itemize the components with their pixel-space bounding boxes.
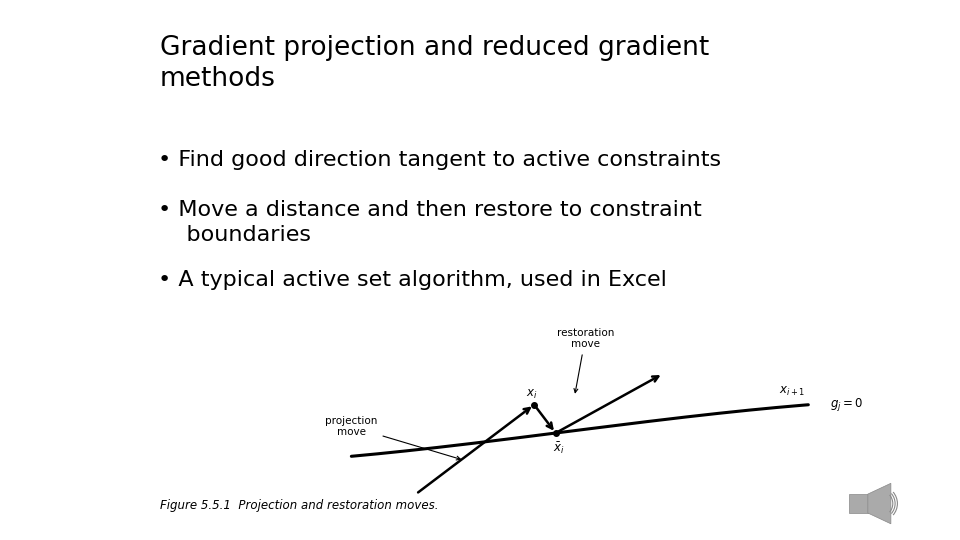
Text: $x_i$: $x_i$	[526, 388, 538, 401]
Text: • A typical active set algorithm, used in Excel: • A typical active set algorithm, used i…	[158, 270, 667, 290]
Text: $g_j = 0$: $g_j = 0$	[829, 396, 863, 413]
Text: $x_{i+1}$: $x_{i+1}$	[779, 386, 804, 399]
Text: Gradient projection and reduced gradient
methods: Gradient projection and reduced gradient…	[160, 35, 709, 92]
Text: Figure 5.5.1  Projection and restoration moves.: Figure 5.5.1 Projection and restoration …	[160, 499, 439, 512]
Text: • Move a distance and then restore to constraint
    boundaries: • Move a distance and then restore to co…	[158, 200, 702, 245]
Text: restoration
move: restoration move	[557, 328, 613, 393]
Text: projection
move: projection move	[325, 416, 461, 460]
FancyBboxPatch shape	[849, 494, 868, 513]
Polygon shape	[868, 483, 891, 524]
Text: • Find good direction tangent to active constraints: • Find good direction tangent to active …	[158, 150, 721, 170]
Text: $\bar{x}_i$: $\bar{x}_i$	[553, 441, 564, 456]
